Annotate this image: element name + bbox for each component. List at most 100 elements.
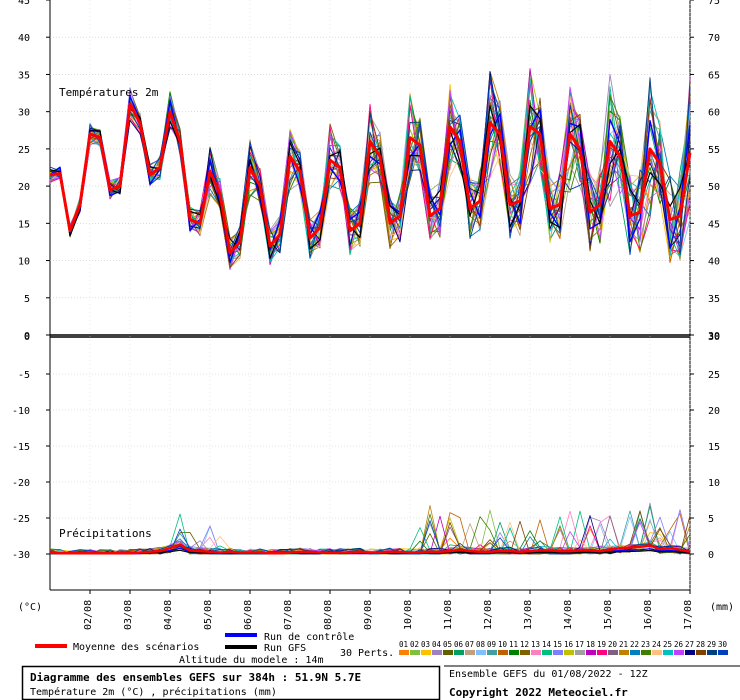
perturbation-number: 01 <box>399 640 408 649</box>
perturbation-number: 21 <box>619 640 628 649</box>
perturbation-swatch <box>531 650 541 655</box>
precipitation-left-tick-label: -15 <box>12 442 30 453</box>
legend-gfs-swatch <box>225 645 257 649</box>
perturbation-number: 27 <box>685 640 694 649</box>
perturbation-swatch <box>542 650 552 655</box>
perturbation-swatch <box>465 650 475 655</box>
temperature-left-tick-label: 10 <box>18 257 30 268</box>
perturbation-swatch <box>476 650 486 655</box>
perturbation-swatch <box>509 650 519 655</box>
temperature-left-tick-label: 40 <box>18 33 30 44</box>
precipitation-left-tick-label: -20 <box>12 478 30 489</box>
perturbation-number: 13 <box>531 640 540 649</box>
perturbation-number: 28 <box>696 640 706 649</box>
x-tick-label: 02/08 <box>83 600 94 630</box>
perturbation-swatch <box>718 650 728 655</box>
perturbations-label: 30 Perts. <box>340 648 394 659</box>
footer-subtitle: Température 2m (°C) , précipitations (mm… <box>30 686 277 698</box>
legend-control-label: Run de contrôle <box>264 631 354 643</box>
temperature-left-tick-label: 20 <box>18 182 30 193</box>
x-tick-label: 08/08 <box>323 600 334 630</box>
perturbation-number: 25 <box>663 640 672 649</box>
x-tick-label: 17/08 <box>683 600 694 630</box>
perturbation-legend: 01 02 03 04 05 06 07 08 09 10 11 12 13 14 15 16 17 18 19 20… <box>399 640 728 655</box>
perturbation-swatch <box>575 650 585 655</box>
precipitation-right-tick-label: 20 <box>708 406 720 417</box>
perturbation-number: 03 <box>421 640 430 649</box>
perturbation-number: 14 <box>542 640 552 649</box>
x-tick-label: 13/08 <box>523 600 534 630</box>
footer-copyright: Copyright 2022 Meteociel.fr <box>449 686 628 699</box>
mean-temperature-line <box>49 102 692 255</box>
legend-gfs-label: Run GFS <box>264 643 306 654</box>
precipitation-right-tick-label: 15 <box>708 442 720 453</box>
perturbation-number: 16 <box>564 640 574 649</box>
x-tick-label: 06/08 <box>243 600 254 630</box>
temperature-right-tick-label: 40 <box>708 257 720 268</box>
perturbation-number: 07 <box>465 640 474 649</box>
temperature-left-tick-label: 30 <box>18 108 30 119</box>
x-tick-label: 11/08 <box>443 600 454 630</box>
x-tick-label: 09/08 <box>363 600 374 630</box>
legend-mean-label: Moyenne des scénarios <box>73 641 199 653</box>
temperature-right-tick-label: 60 <box>708 108 720 119</box>
perturbation-swatch <box>685 650 695 655</box>
x-tick-label: 12/08 <box>483 600 494 630</box>
perturbation-swatch <box>553 650 563 655</box>
perturbation-number: 10 <box>498 640 508 649</box>
perturbation-number: 02 <box>410 640 419 649</box>
temperature-right-tick-label: 50 <box>708 182 720 193</box>
x-tick-label: 05/08 <box>203 600 214 630</box>
temperature-left-tick-label: 15 <box>18 219 30 230</box>
perturbation-swatch <box>454 650 464 655</box>
x-tick-label: 10/08 <box>403 600 414 630</box>
temperature-left-tick-label: 5 <box>24 294 30 305</box>
precipitation-right-tick-label: 25 <box>708 370 720 381</box>
legend: Moyenne des scénarios Run de contrôle Ru… <box>35 631 728 666</box>
temperature-left-tick-label: 25 <box>18 145 30 156</box>
perturbation-swatch <box>443 650 453 655</box>
temperature-right-tick-label: 35 <box>708 294 720 305</box>
perturbation-swatch <box>586 650 596 655</box>
perturbation-swatch <box>663 650 673 655</box>
temperature-right-tick-label: 75 <box>708 0 720 7</box>
perturbation-number: 04 <box>432 640 442 649</box>
precipitation-panel-label: Précipitations <box>59 527 152 540</box>
perturbation-number: 18 <box>586 640 596 649</box>
temperature-left-tick-label: 0 <box>24 331 30 342</box>
perturbation-number: 09 <box>487 640 496 649</box>
precipitation-right-tick-label: 10 <box>708 478 720 489</box>
perturbation-swatch <box>597 650 607 655</box>
temperature-right-tick-label: 30 <box>708 331 720 342</box>
x-tick-label: 03/08 <box>123 600 134 630</box>
perturbation-temperature-line <box>49 80 691 259</box>
x-tick-label: 15/08 <box>603 600 614 630</box>
temperature-right-tick-label: 45 <box>708 219 720 230</box>
x-tick-label: 16/08 <box>643 600 654 630</box>
perturbation-number: 22 <box>630 640 639 649</box>
temperature-panel-label: Températures 2m <box>59 86 159 99</box>
perturbation-number: 19 <box>597 640 606 649</box>
temperature-right-tick-label: 30 <box>708 332 720 343</box>
precipitation-left-tick-label: -30 <box>12 550 30 561</box>
temperature-left-tick-label: 35 <box>18 70 30 81</box>
temperature-left-tick-label: 0 <box>24 332 30 343</box>
perturbation-swatch <box>674 650 684 655</box>
perturbation-swatch <box>619 650 629 655</box>
perturbation-number: 23 <box>641 640 650 649</box>
perturbation-precipitation-line <box>50 521 691 555</box>
precipitation-right-tick-label: 5 <box>708 514 714 525</box>
perturbation-swatch <box>630 650 640 655</box>
precipitation-left-tick-label: -10 <box>12 406 30 417</box>
perturbation-swatch <box>564 650 574 655</box>
perturbation-number: 20 <box>608 640 618 649</box>
x-tick-label: 04/08 <box>163 600 174 630</box>
perturbation-number: 17 <box>575 640 584 649</box>
altitude-label: Altitude du modele : 14m <box>179 655 324 666</box>
right-unit-label: (mm) <box>710 602 734 613</box>
legend-mean-swatch <box>35 644 67 648</box>
perturbation-swatch <box>432 650 442 655</box>
perturbation-number: 08 <box>476 640 486 649</box>
